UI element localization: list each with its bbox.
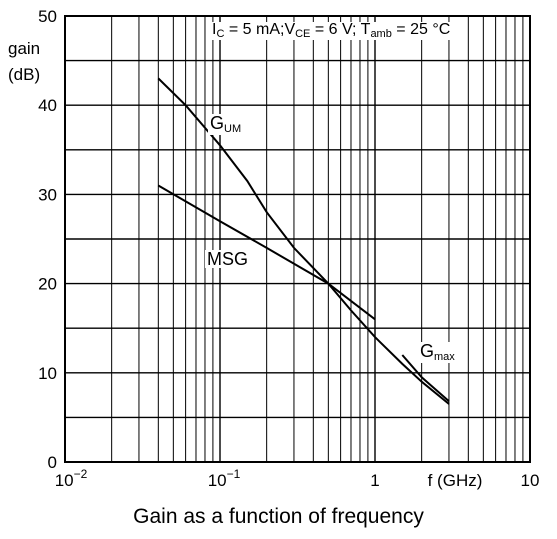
x-tick-label: 10−2	[55, 467, 88, 490]
y-tick-label: 20	[38, 275, 57, 294]
y-axis-label-unit: (dB)	[8, 65, 41, 84]
series-line-gmax	[401, 354, 450, 403]
series-line-msg	[157, 184, 376, 321]
vce-value: = 6 V;	[310, 21, 357, 38]
x-tick-label: 10−1	[208, 467, 241, 490]
chart-title: Gain as a function of frequency	[133, 505, 424, 528]
series-label-gmax: Gmax	[418, 342, 457, 363]
ic-value: = 5 mA;	[224, 21, 285, 38]
tamb-subscript: amb	[370, 28, 392, 40]
vce-subscript: CE	[295, 28, 311, 40]
x-tick-label: 1	[370, 471, 379, 490]
plot-frame	[64, 15, 531, 463]
y-tick-label: 10	[38, 364, 57, 383]
gum-label-main: G	[210, 113, 225, 133]
gum-label-sub: UM	[224, 123, 242, 135]
y-tick-label: 30	[38, 185, 57, 204]
y-axis-label-gain: gain	[8, 39, 41, 58]
y-tick-label: 0	[48, 453, 57, 472]
x-axis-label: f (GHz)	[428, 471, 483, 490]
x-tick-label: 10	[521, 471, 540, 490]
test-conditions: IC = 5 mA;VCE = 6 V; Tamb = 25 °C	[210, 21, 453, 40]
vce-symbol: V	[284, 21, 296, 38]
gmax-label-sub: max	[434, 351, 455, 363]
ic-subscript: C	[216, 28, 225, 40]
series-label-gum: GUM	[208, 113, 244, 135]
series-label-msg: MSG	[205, 249, 251, 269]
y-tick-label: 40	[38, 96, 57, 115]
y-tick-label: 50	[38, 7, 57, 26]
tamb-value: = 25 °C	[391, 21, 451, 38]
ic-symbol: I	[212, 21, 217, 38]
series-line-gum	[157, 77, 450, 405]
tamb-symbol: T	[360, 21, 371, 38]
gmax-label-main: G	[420, 341, 435, 361]
